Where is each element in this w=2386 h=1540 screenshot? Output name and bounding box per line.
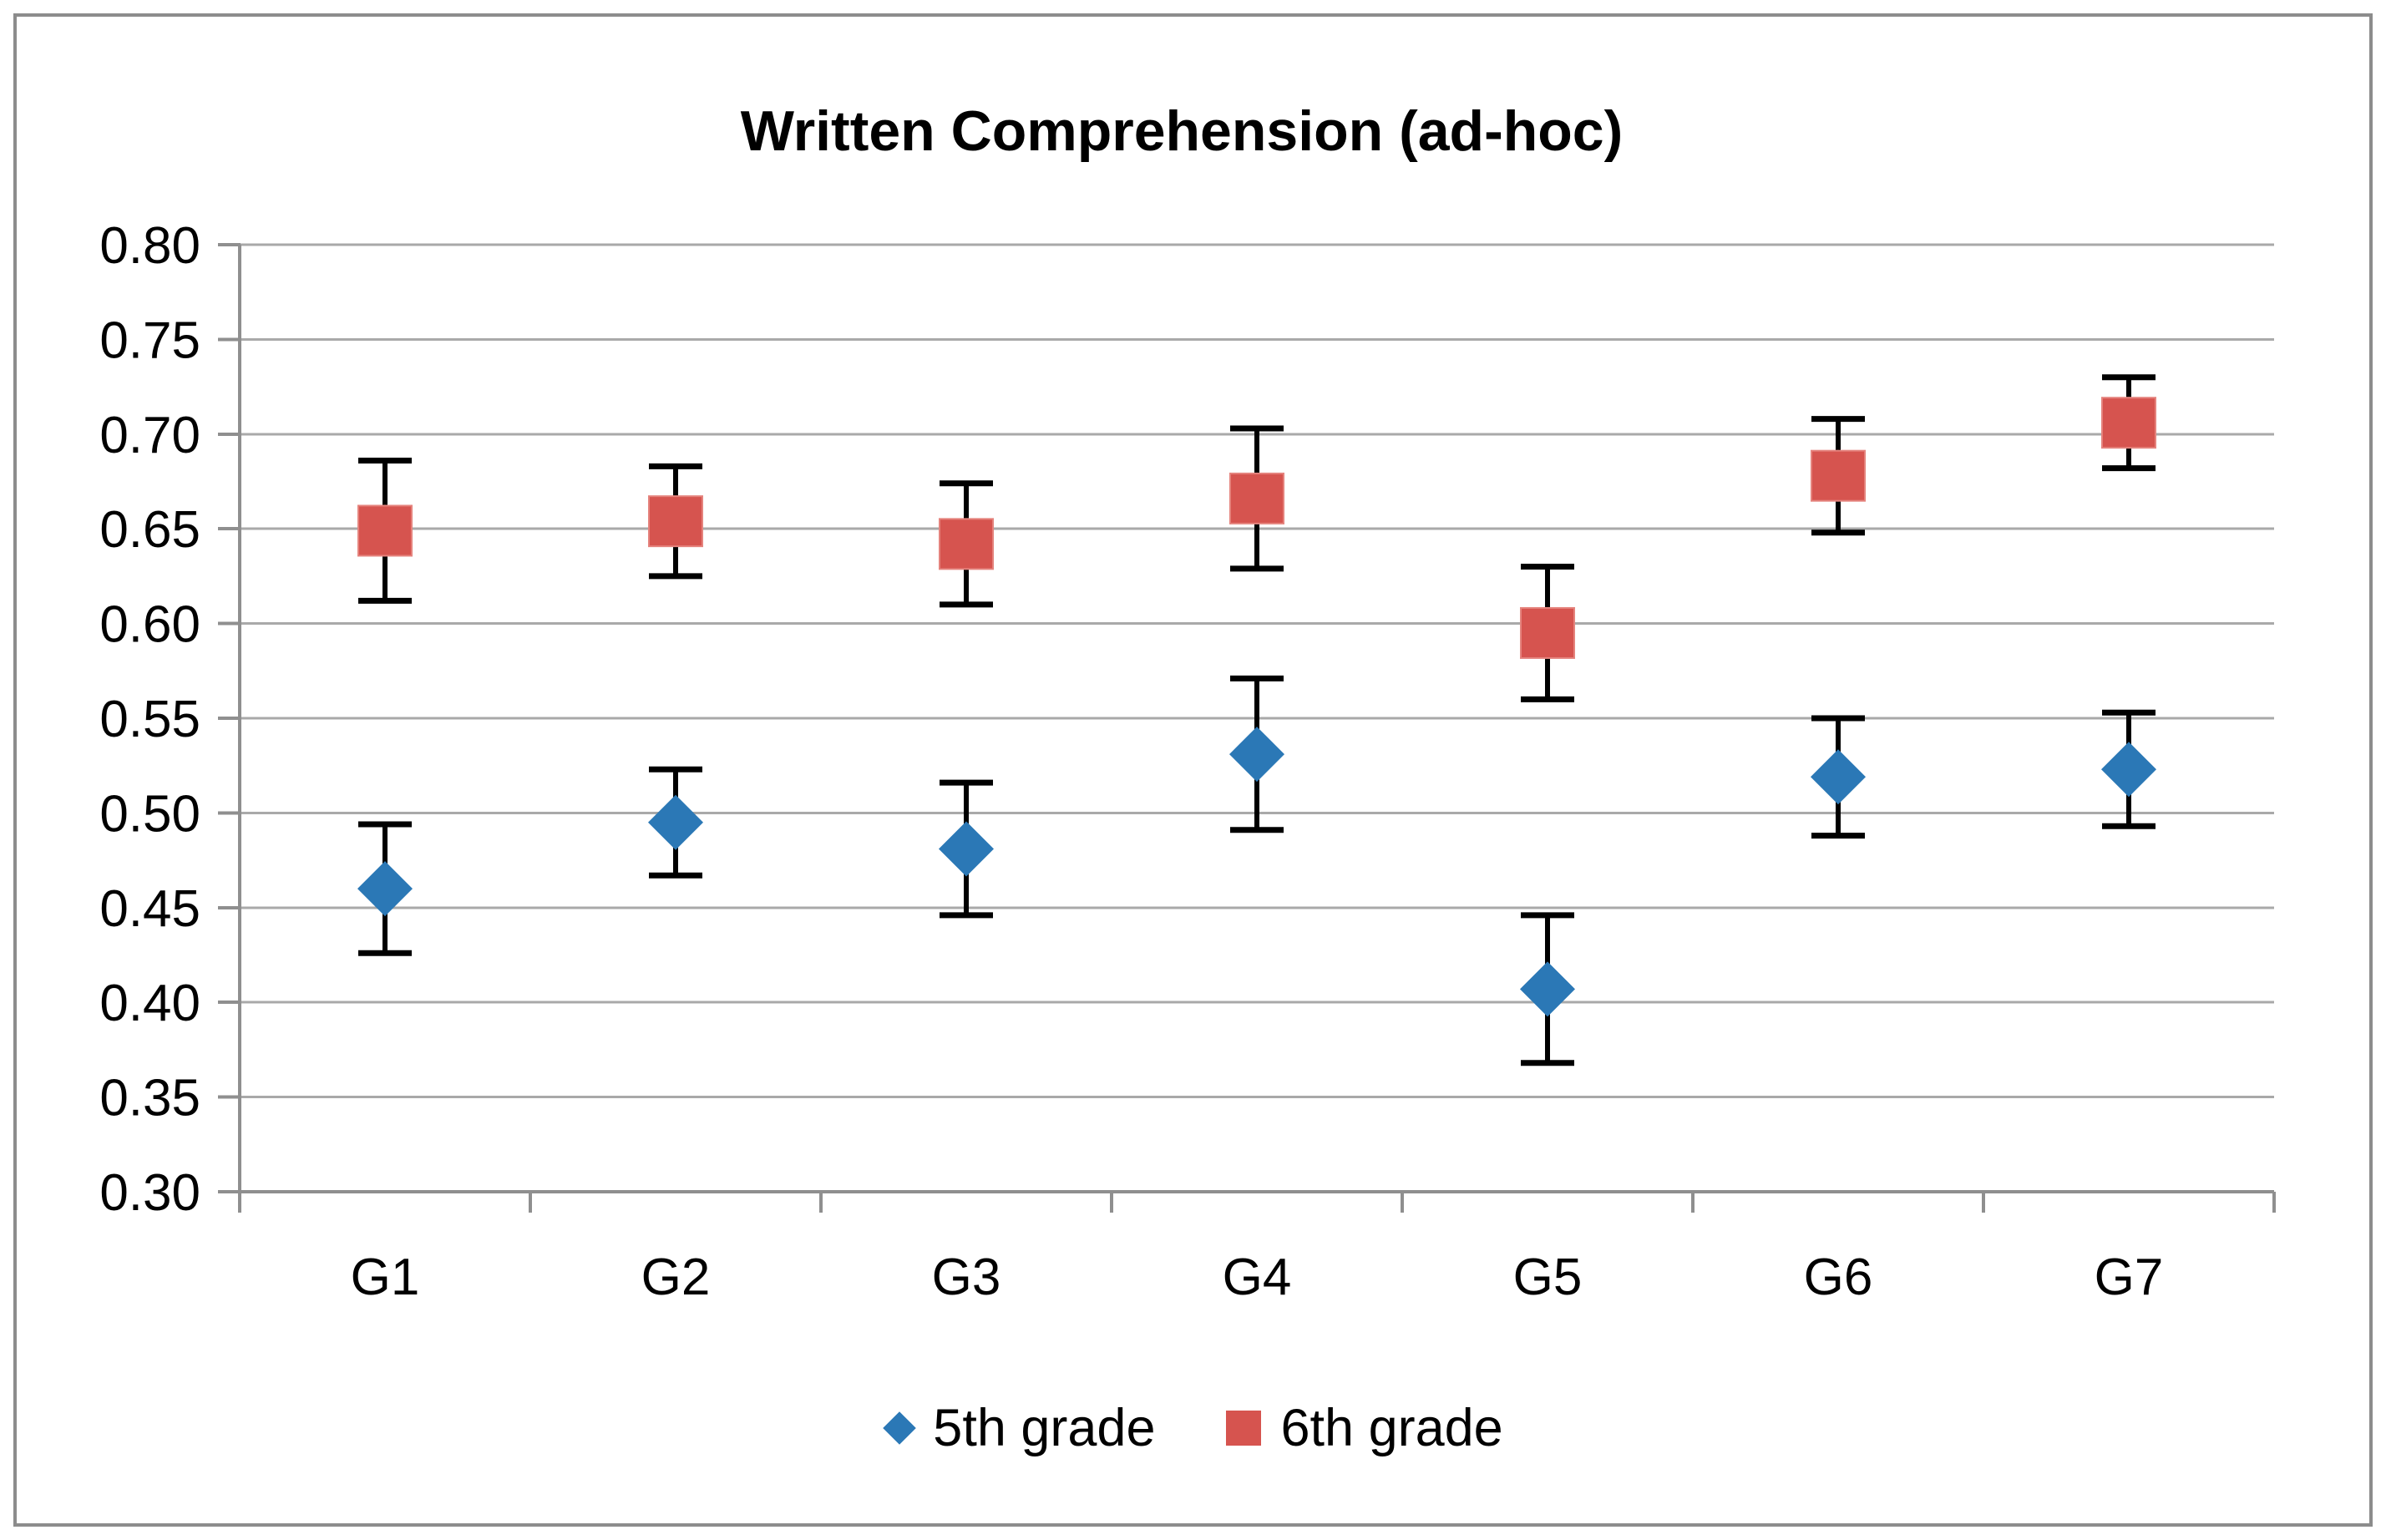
square-marker <box>1520 606 1575 659</box>
y-tick-label: 0.30 <box>99 1164 200 1222</box>
square-marker <box>939 518 994 570</box>
diamond-marker <box>648 794 703 850</box>
y-tick-label: 0.70 <box>99 407 200 464</box>
square-marker <box>648 495 703 548</box>
x-category-label: G3 <box>932 1249 1001 1306</box>
point-6th-grade-G1 <box>357 458 413 604</box>
diamond-marker <box>357 861 413 917</box>
legend-item-6th-grade: 6th grade <box>1225 1398 1503 1457</box>
legend-label: 5th grade <box>933 1398 1156 1457</box>
point-5th-grade-G4 <box>1229 675 1284 833</box>
y-tick-label: 0.65 <box>99 501 200 559</box>
point-5th-grade-G1 <box>357 821 413 956</box>
y-tick-label: 0.35 <box>99 1070 200 1127</box>
square-marker <box>357 504 413 557</box>
diamond-marker <box>1229 727 1284 783</box>
point-5th-grade-G6 <box>1811 715 1866 839</box>
chart-legend: 5th grade 6th grade <box>0 1380 2386 1477</box>
axes-layer <box>218 243 2276 1213</box>
point-6th-grade-G3 <box>939 480 994 608</box>
diamond-icon <box>883 1411 917 1445</box>
square-marker <box>1229 472 1284 524</box>
axis-labels-layer: 0.30 0.35 0.40 0.45 0.50 0.55 0.60 0.65 0.70 0.75… <box>99 217 2163 1306</box>
x-category-label: G2 <box>641 1249 711 1306</box>
point-5th-grade-G3 <box>939 779 994 919</box>
x-category-label: G4 <box>1223 1249 1292 1306</box>
point-6th-grade-G2 <box>648 463 703 580</box>
diamond-marker <box>2101 742 2156 798</box>
x-category-label: G6 <box>1804 1249 1873 1306</box>
chart-title: Written Comprehension (ad-hoc) <box>741 99 1624 163</box>
y-tick-label: 0.60 <box>99 596 200 654</box>
legend-item-5th-grade: 5th grade <box>883 1398 1156 1457</box>
y-tick-label: 0.75 <box>99 312 200 369</box>
square-marker <box>1811 449 1866 502</box>
x-category-label: G1 <box>351 1249 420 1306</box>
y-tick-label: 0.55 <box>99 691 200 748</box>
x-category-label: G7 <box>2095 1249 2164 1306</box>
gridlines-layer <box>240 243 2274 1099</box>
point-6th-grade-G7 <box>2101 374 2156 472</box>
y-tick-label: 0.45 <box>99 880 200 938</box>
point-5th-grade-G2 <box>648 766 703 879</box>
point-6th-grade-G6 <box>1811 416 1866 536</box>
point-6th-grade-G5 <box>1520 564 1575 702</box>
y-tick-label: 0.80 <box>99 217 200 275</box>
point-6th-grade-G4 <box>1229 425 1284 572</box>
x-category-label: G5 <box>1513 1249 1583 1306</box>
series-layer <box>357 374 2156 1066</box>
square-icon <box>1225 1411 1261 1446</box>
point-5th-grade-G7 <box>2101 709 2156 829</box>
legend-label: 6th grade <box>1280 1398 1503 1457</box>
diamond-marker <box>939 821 994 877</box>
y-tick-label: 0.50 <box>99 785 200 843</box>
point-5th-grade-G5 <box>1520 912 1575 1066</box>
y-tick-label: 0.40 <box>99 975 200 1032</box>
square-marker <box>2101 397 2156 449</box>
diamond-marker <box>1520 961 1575 1017</box>
diamond-marker <box>1811 749 1866 805</box>
